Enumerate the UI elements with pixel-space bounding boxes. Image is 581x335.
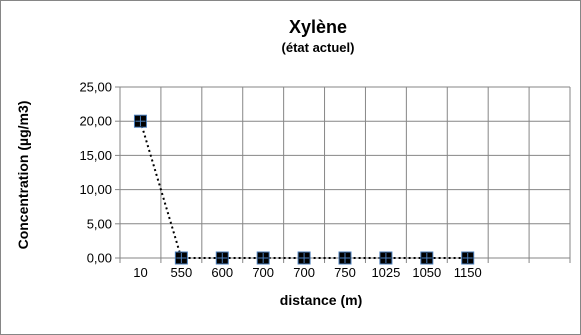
y-tick-label: 10,00 [79,182,112,197]
data-point-marker [256,251,270,265]
y-tick-label: 5,00 [87,216,112,231]
data-point-marker [174,251,188,265]
x-tick-label: 700 [252,265,274,280]
y-tick-label: 15,00 [79,148,112,163]
x-axis-title: distance (m) [280,292,362,308]
data-point-marker [215,251,229,265]
x-tick-label: 10 [133,265,147,280]
y-tick-label: 20,00 [79,114,112,129]
y-tick-label: 0,00 [87,251,112,266]
x-tick-label: 1025 [371,265,400,280]
x-tick-label: 550 [171,265,193,280]
data-point-marker [338,251,352,265]
data-point-marker [461,251,475,265]
data-point-marker [133,114,147,128]
chart-subtitle: (état actuel) [282,40,355,55]
x-tick-label: 1050 [412,265,441,280]
data-point-marker [420,251,434,265]
x-tick-label: 600 [211,265,233,280]
chart-title: Xylène [289,17,347,37]
y-tick-label: 25,00 [79,80,112,95]
data-point-marker [379,251,393,265]
y-axis-title: Concentration (µg/m3) [15,101,31,250]
data-point-marker [297,251,311,265]
x-tick-label: 700 [293,265,315,280]
x-tick-label: 1150 [454,265,482,280]
x-tick-label: 750 [334,265,356,280]
